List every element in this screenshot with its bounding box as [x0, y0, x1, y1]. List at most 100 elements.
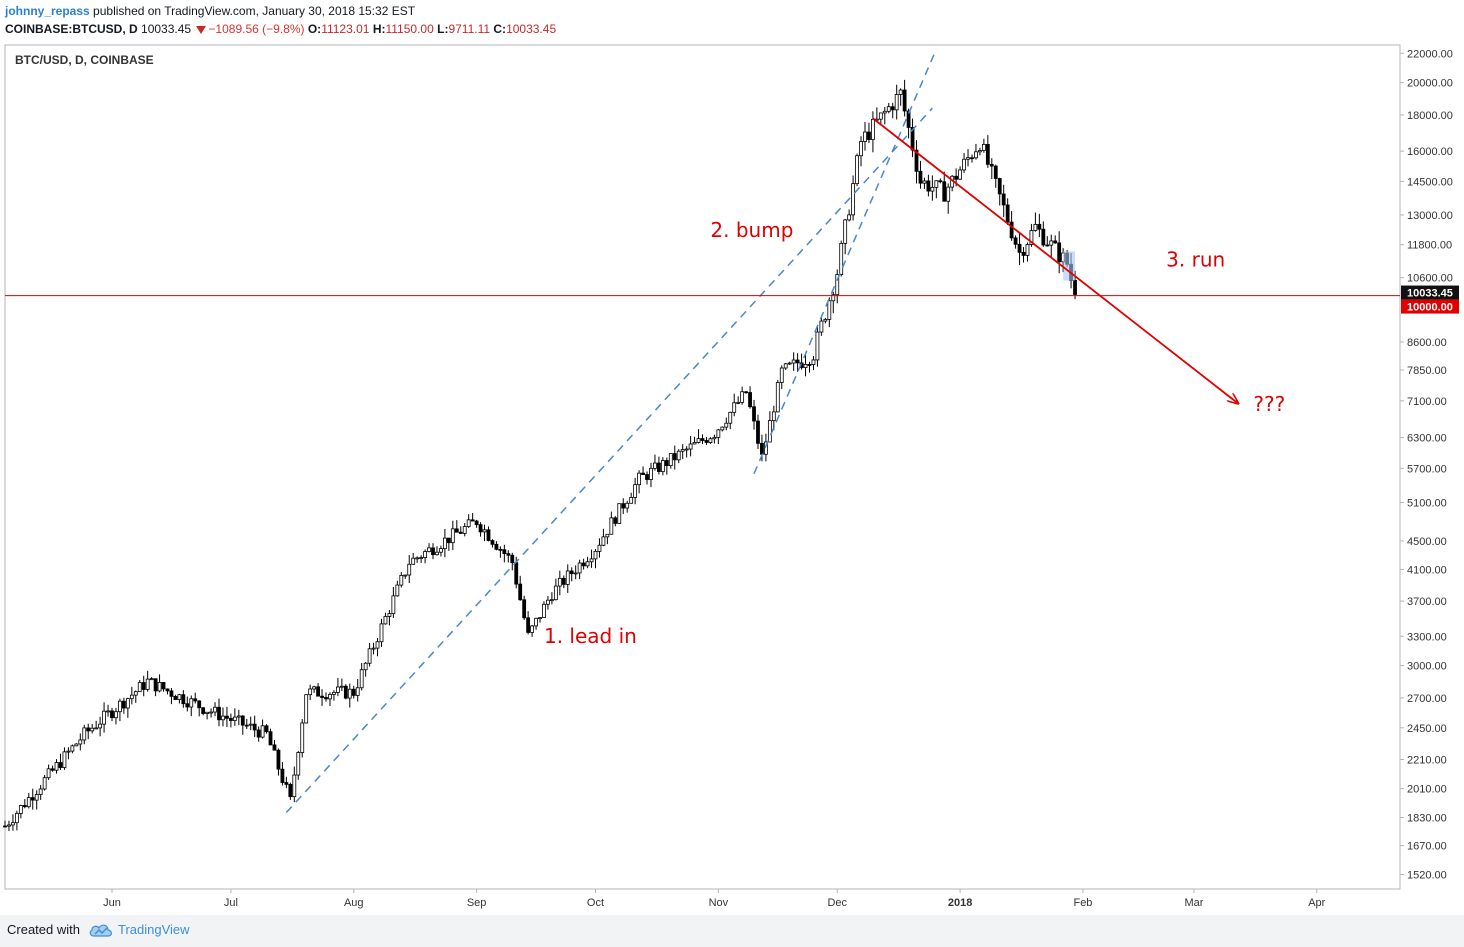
candle-body [764, 441, 768, 455]
candle-body [649, 467, 653, 480]
candle-body [882, 110, 887, 114]
candle-body [914, 149, 919, 172]
chart-title: BTC/USD, D, COINBASE [15, 53, 154, 67]
candle-body [165, 688, 170, 692]
candle-body [565, 570, 570, 585]
candle-body [660, 460, 665, 472]
candle-body [740, 391, 745, 403]
tradingview-brand-link[interactable]: TradingView [118, 922, 190, 937]
y-tick-label: 3300.00 [1407, 631, 1447, 643]
candle-body [268, 731, 273, 746]
high-label: H: [372, 22, 386, 36]
x-tick-label: Jul [224, 897, 238, 909]
candle-body [692, 442, 697, 445]
candle-body [902, 89, 907, 112]
candle-body [466, 519, 471, 527]
candle-body [573, 572, 578, 575]
candle-body [391, 595, 396, 615]
candle-body [399, 575, 404, 586]
candle-body [240, 715, 245, 726]
candle-body [954, 175, 959, 180]
candle-body [264, 725, 269, 733]
candle-body [760, 442, 764, 455]
candle-body [1029, 230, 1034, 245]
candle-body [696, 438, 701, 443]
candle-body [989, 163, 994, 167]
candle-body [831, 294, 836, 302]
candle-body [22, 805, 27, 808]
candle-body [7, 824, 11, 827]
candle-body [597, 544, 602, 552]
author-link[interactable]: johnny_repass [5, 4, 90, 18]
candle-body [653, 462, 657, 469]
candle-body [458, 531, 463, 534]
close-label: C: [493, 22, 507, 36]
candle-body [498, 548, 503, 551]
price-chart[interactable]: BTC/USD, D, COINBASE 22000.00 20000.00 1800… [0, 40, 1464, 915]
candle-body [752, 406, 756, 422]
candle-body [252, 723, 257, 731]
candle-body [201, 707, 206, 714]
candle-body [970, 157, 974, 160]
candle-body [934, 180, 939, 188]
candle-body [260, 725, 265, 738]
candle-body [530, 625, 534, 633]
trendline-steep [753, 48, 938, 475]
candle-body [217, 706, 221, 721]
candle-body [526, 617, 531, 633]
candle-body [118, 700, 122, 713]
candle-body [276, 749, 281, 770]
candle-body [775, 382, 780, 413]
candle-body [462, 526, 467, 534]
candle-body [383, 616, 388, 625]
y-tick-label: 22000.00 [1407, 48, 1453, 60]
candle-body [125, 698, 130, 709]
open-label: O: [307, 22, 322, 36]
x-tick-label: 2018 [948, 897, 972, 909]
y-tick-label: 7850.00 [1407, 365, 1447, 377]
candle-body [244, 724, 249, 727]
publish-info: published on TradingView.com, January 30… [93, 4, 416, 18]
candle-body [633, 484, 638, 498]
y-tick-label: 3700.00 [1407, 596, 1447, 608]
candle-body [300, 722, 305, 753]
plot-area [4, 44, 1401, 890]
candle-body [926, 180, 931, 192]
candle-body [819, 320, 824, 333]
candle-body [716, 429, 721, 438]
candle-body [450, 528, 455, 544]
symbol-label: COINBASE:BTCUSD, D [5, 22, 138, 36]
candle-body [3, 825, 7, 828]
candle-body [110, 710, 114, 719]
candle-body [978, 150, 982, 153]
price-change: −1089.56 (−9.8%) [208, 22, 305, 36]
candle-body [621, 503, 626, 509]
last-price: 10033.45 [141, 22, 192, 36]
candle-body [419, 557, 424, 559]
candle-body [867, 131, 871, 140]
candle-body [787, 362, 792, 365]
candle-body [312, 686, 317, 690]
candle-body [94, 727, 99, 730]
candle-body [748, 392, 752, 408]
candle-body [177, 694, 182, 700]
candle-body [181, 694, 186, 705]
x-tick-label: Nov [709, 897, 729, 909]
candle-body [1049, 240, 1054, 246]
candle-body [839, 242, 844, 275]
candle-body [280, 768, 285, 783]
tradingview-cloud-icon [89, 924, 112, 937]
candle-body [791, 359, 796, 364]
candle-body [712, 436, 717, 440]
candle-body [807, 364, 812, 366]
candle-body [347, 688, 352, 699]
candle-body [688, 443, 693, 450]
candle-body [339, 685, 344, 688]
y-tick-label: 4500.00 [1407, 536, 1447, 548]
candle-body [343, 685, 348, 699]
created-with-label: Created with [7, 922, 80, 937]
candles [3, 79, 1077, 832]
candle-body [474, 520, 479, 526]
candle-body [962, 158, 966, 171]
candle-body [1025, 244, 1030, 256]
